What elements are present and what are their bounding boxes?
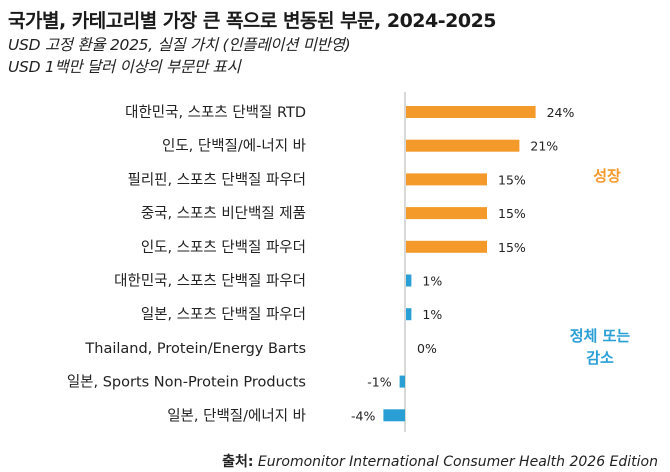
annotation-decline: 감소 — [586, 349, 614, 367]
bar — [406, 274, 412, 287]
value-label: 24% — [547, 105, 575, 120]
bar — [406, 139, 520, 152]
bar — [406, 106, 536, 118]
category-label: 일본, Sports Non-Protein Products — [67, 374, 306, 391]
chart-subtitle-1: USD 고정 환율 2025, 실질 가치 (인플레이션 미반영) — [8, 36, 351, 54]
bar — [399, 375, 405, 388]
annotation-growth: 성장 — [593, 167, 621, 185]
category-label: 인도, 단백질/에-너지 바 — [162, 138, 306, 155]
bar — [406, 173, 487, 186]
category-label: 필리핀, 스포츠 단백질 파우더 — [127, 171, 306, 188]
category-label: 일본, 스포츠 단백질 파우더 — [141, 306, 306, 323]
category-label: 대한민국, 스포츠 단백질 RTD — [125, 104, 306, 121]
chart-title: 국가별, 카테고리별 가장 큰 폭으로 변동된 부문, 2024-2025 — [8, 10, 497, 32]
value-label: 21% — [530, 139, 558, 154]
value-label: 15% — [498, 206, 526, 221]
value-label: 1% — [422, 307, 442, 322]
bar — [406, 207, 487, 220]
bar — [383, 409, 405, 422]
value-label: 15% — [498, 240, 526, 255]
bar — [406, 308, 412, 321]
value-label: 1% — [422, 274, 442, 289]
value-label: 15% — [498, 172, 526, 187]
chart-subtitle-2: USD 1백만 달러 이상의 부문만 표시 — [8, 58, 241, 76]
value-label: -4% — [351, 408, 375, 423]
source-note: 출처: Euromonitor International Consumer H… — [222, 451, 658, 471]
source-text: Euromonitor International Consumer Healt… — [257, 454, 658, 470]
value-label: 0% — [417, 341, 437, 356]
category-label: 대한민국, 스포츠 단백질 파우더 — [114, 273, 306, 290]
category-label: 인도, 스포츠 단백질 파우더 — [141, 239, 306, 256]
bar — [406, 240, 487, 253]
annotation-decline: 정체 또는 — [570, 327, 631, 345]
category-label: Thailand, Protein/Energy Barts — [84, 341, 306, 357]
category-label: 일본, 단백질/에너지 바 — [167, 407, 306, 424]
value-label: -1% — [367, 375, 391, 390]
category-label: 중국, 스포츠 비단백질 제품 — [141, 205, 306, 222]
source-label: 출처: — [222, 454, 254, 470]
